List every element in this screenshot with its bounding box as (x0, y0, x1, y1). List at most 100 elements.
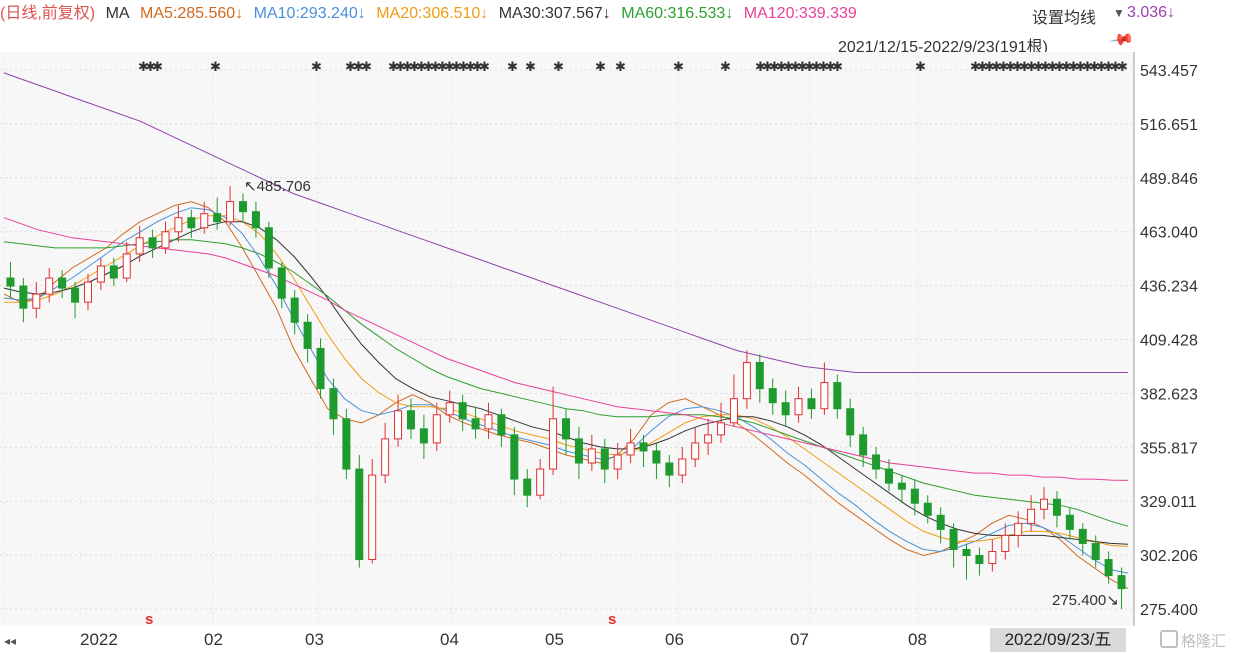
candle-body (768, 388, 777, 404)
signal-star-marker: ✱ (720, 59, 731, 74)
signal-star-marker: ✱ (1082, 59, 1093, 74)
candle-body (755, 361, 764, 390)
candle-body (213, 213, 222, 223)
candle-body (58, 277, 67, 289)
x-tick-label: 08 (908, 630, 927, 649)
signal-star-marker: ✱ (1054, 59, 1065, 74)
y-tick-label: 463.040 (1140, 225, 1198, 242)
candle-body (368, 474, 377, 561)
candle-body (32, 293, 41, 309)
candle-body (523, 478, 532, 496)
candle-body (626, 442, 635, 456)
signal-star-marker: ✱ (673, 59, 684, 74)
candlestick-plot-area[interactable]: 543.457 516.651 489.846 463.040 436.234 409.4… (0, 52, 1198, 649)
candle-body (187, 217, 196, 229)
ma-settings-button[interactable]: 设置均线 (1030, 4, 1099, 28)
candle-body (161, 231, 170, 249)
candle-body (1104, 559, 1113, 577)
scroll-left-icon[interactable]: ◂◂ (4, 634, 16, 648)
chart-mode-label: (日线,前复权) (0, 5, 96, 22)
candle-body (200, 213, 209, 229)
candle-body (975, 555, 984, 565)
candle-body (717, 422, 726, 436)
candle-body (458, 402, 467, 420)
pin-icon[interactable]: 📌 (1108, 27, 1135, 54)
signal-star-marker: ✱ (790, 59, 801, 74)
candle-body (226, 201, 235, 223)
signal-star-marker: ✱ (451, 59, 462, 74)
ma-legend-tail: 3.036↓ (1127, 4, 1176, 21)
candle-body (174, 217, 183, 233)
candle-body (639, 442, 648, 452)
candle-body (962, 548, 971, 557)
signal-star-marker: ✱ (1075, 59, 1086, 74)
candle-body (239, 201, 248, 213)
candlestick-chart[interactable]: 543.457 516.651 489.846 463.040 436.234 409.4… (0, 52, 1240, 653)
candle-body (432, 414, 441, 444)
signal-star-marker: ✱ (507, 59, 518, 74)
candle-body (329, 388, 338, 420)
y-tick-label: 329.011 (1140, 494, 1197, 511)
dropdown-triangle-icon[interactable]: ▼ (1113, 6, 1125, 20)
candle-body (445, 402, 454, 416)
candle-body (820, 382, 829, 410)
signal-star-marker: ✱ (1096, 59, 1107, 74)
candle-body (1027, 508, 1036, 524)
signal-star-marker: ✱ (1026, 59, 1037, 74)
x-tick-label: 04 (440, 630, 459, 649)
signal-star-marker: ✱ (395, 59, 406, 74)
ma20-line (4, 215, 1129, 547)
signal-star-marker: ✱ (423, 59, 434, 74)
candle-body (290, 297, 299, 323)
y-tick-label: 382.623 (1140, 386, 1198, 403)
signal-star-marker: ✱ (769, 59, 780, 74)
signal-star-marker: ✱ (409, 59, 420, 74)
candle-body (510, 434, 519, 480)
signal-star-marker: ✱ (361, 59, 372, 74)
candle-body (781, 402, 790, 416)
candle-body (122, 253, 131, 279)
candle-body (587, 448, 596, 464)
candle-body (549, 418, 558, 470)
signal-star-marker: ✱ (345, 59, 356, 74)
candle-body (859, 434, 868, 456)
signal-star-marker: ✱ (991, 59, 1002, 74)
candle-body (96, 265, 105, 283)
candle-body (316, 347, 325, 390)
candle-body (897, 482, 906, 490)
signal-star-marker: ✱ (402, 59, 413, 74)
signal-star-marker: ✱ (832, 59, 843, 74)
signal-star-marker: ✱ (1110, 59, 1121, 74)
candle-body (665, 462, 674, 476)
candle-body (381, 438, 390, 476)
signal-star-marker: ✱ (783, 59, 794, 74)
candle-body (1117, 575, 1126, 590)
signal-star-marker: ✱ (472, 59, 483, 74)
candle-body (678, 458, 687, 476)
candle-body (884, 468, 893, 484)
signal-star-marker: ✱ (210, 59, 221, 74)
candle-body (807, 398, 816, 410)
signal-star-marker: ✱ (525, 59, 536, 74)
signal-star-marker: ✱ (388, 59, 399, 74)
x-tick-label: 02 (204, 630, 223, 649)
signal-star-marker: ✱ (1033, 59, 1044, 74)
candle-body (109, 265, 118, 279)
signal-star-marker: ✱ (138, 59, 149, 74)
candle-body (910, 488, 919, 504)
ma10-legend: MA10:293.240↓ (253, 5, 366, 22)
ma120-legend: MA120:339.339 (743, 5, 857, 22)
signal-star-marker: ✱ (1047, 59, 1058, 74)
candle-body (148, 237, 157, 249)
signal-star-marker: ✱ (553, 59, 564, 74)
ma30-line (3, 221, 1129, 545)
ma-label: MA (105, 5, 130, 22)
y-tick-label: 275.400 (1140, 602, 1198, 619)
signal-star-marker: ✱ (818, 59, 829, 74)
x-tick-label: 07 (790, 630, 809, 649)
candle-body (251, 211, 260, 229)
candle-body (303, 321, 312, 349)
ma30-legend: MA30:307.567↓ (498, 5, 611, 22)
ma60-line (3, 239, 1129, 527)
watermark: 格隆汇 (1160, 630, 1226, 651)
